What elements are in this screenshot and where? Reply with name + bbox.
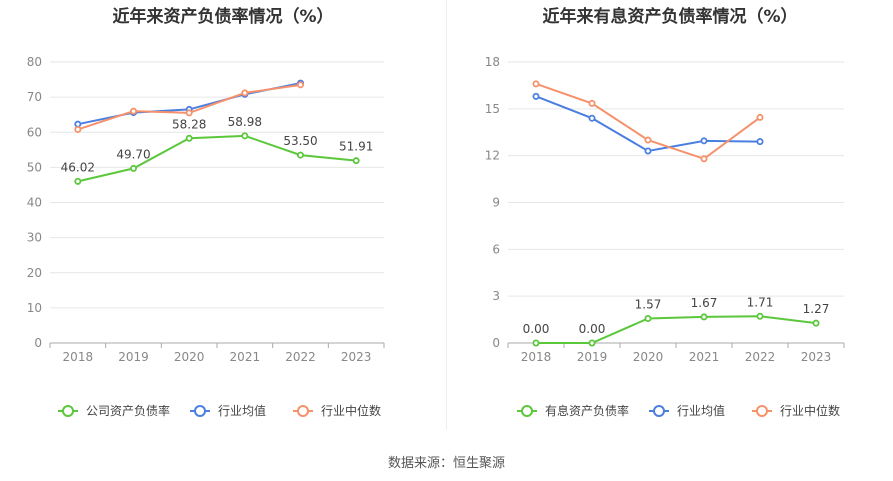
y-tick-label: 70 xyxy=(27,90,42,104)
data-point xyxy=(644,314,652,322)
data-label: 1.57 xyxy=(635,297,662,311)
data-label: 58.98 xyxy=(228,115,262,129)
data-point xyxy=(588,339,596,347)
y-tick-label: 80 xyxy=(27,55,42,69)
legend-label: 行业均值 xyxy=(677,403,725,418)
data-point xyxy=(185,134,193,142)
data-point xyxy=(129,164,137,172)
data-point xyxy=(241,89,249,97)
x-tick-label: 2023 xyxy=(801,350,832,364)
legend-marker xyxy=(194,405,206,417)
legend-label: 行业中位数 xyxy=(321,403,381,418)
y-tick-label: 30 xyxy=(27,231,42,245)
y-tick-label: 20 xyxy=(27,266,42,280)
data-point xyxy=(812,319,820,327)
data-point xyxy=(700,155,708,163)
data-point xyxy=(532,80,540,88)
legend-marker xyxy=(521,405,533,417)
data-label: 1.67 xyxy=(691,296,718,310)
data-point xyxy=(352,157,360,165)
x-tick-label: 2020 xyxy=(633,350,664,364)
data-label: 1.71 xyxy=(747,295,774,309)
data-label: 51.91 xyxy=(339,140,373,154)
data-point xyxy=(756,312,764,320)
data-point xyxy=(296,81,304,89)
data-label: 53.50 xyxy=(283,134,317,148)
chart-title: 近年来资产负债率情况（%） xyxy=(112,7,334,27)
data-point xyxy=(241,132,249,140)
chart-title: 近年来有息资产负债率情况（%） xyxy=(542,7,798,27)
y-tick-label: 60 xyxy=(27,125,42,139)
legend-marker xyxy=(62,405,74,417)
data-point xyxy=(700,137,708,145)
legend-label: 行业均值 xyxy=(218,403,266,418)
x-tick-label: 2022 xyxy=(285,350,316,364)
data-point xyxy=(644,136,652,144)
data-label: 1.27 xyxy=(803,302,830,316)
legend-label: 公司资产负债率 xyxy=(86,403,170,418)
data-point xyxy=(185,109,193,117)
x-tick-label: 2018 xyxy=(521,350,552,364)
data-point xyxy=(296,151,304,159)
data-point xyxy=(74,125,82,133)
y-tick-label: 40 xyxy=(27,196,42,210)
x-tick-label: 2019 xyxy=(577,350,608,364)
data-label: 49.70 xyxy=(116,147,150,161)
data-label: 46.02 xyxy=(61,160,95,174)
data-label: 0.00 xyxy=(523,322,550,336)
x-tick-label: 2019 xyxy=(118,350,149,364)
data-point xyxy=(129,107,137,115)
y-tick-label: 15 xyxy=(485,102,500,116)
legend-marker xyxy=(756,405,768,417)
data-point xyxy=(644,147,652,155)
right-line-chart: 0 3 6 9 12 15 18 2018 2019 2020 2021 2022 2023 0.00 0.… xyxy=(485,55,845,418)
data-label: 0.00 xyxy=(579,322,606,336)
x-tick-label: 2021 xyxy=(230,350,261,364)
y-tick-label: 10 xyxy=(27,301,42,315)
data-point xyxy=(532,339,540,347)
x-tick-label: 2023 xyxy=(341,350,372,364)
data-point xyxy=(588,99,596,107)
y-tick-label: 50 xyxy=(27,160,42,174)
panel-divider xyxy=(446,0,447,430)
legend-label: 行业中位数 xyxy=(780,403,840,418)
x-tick-label: 2020 xyxy=(174,350,205,364)
data-source-note: 数据来源：恒生聚源 xyxy=(387,456,505,471)
series-line xyxy=(77,134,357,183)
data-point xyxy=(74,177,82,185)
y-tick-label: 18 xyxy=(485,55,500,69)
y-tick-label: 12 xyxy=(485,149,500,163)
data-point xyxy=(756,113,764,121)
y-tick-label: 0 xyxy=(34,336,42,350)
data-label: 58.28 xyxy=(172,117,206,131)
legend-label: 有息资产负债率 xyxy=(545,403,629,418)
data-point xyxy=(756,138,764,146)
right-chart-panel: 近年来有息资产负债率情况（%） 0 3 6 9 12 15 18 2018 2019 2020 20… xyxy=(447,0,893,440)
data-point xyxy=(588,114,596,122)
y-tick-label: 3 xyxy=(492,289,500,303)
legend-marker xyxy=(297,405,309,417)
y-tick-label: 9 xyxy=(492,196,500,210)
legend-marker xyxy=(653,405,665,417)
x-tick-label: 2022 xyxy=(745,350,776,364)
y-tick-label: 0 xyxy=(492,336,500,350)
x-tick-label: 2018 xyxy=(63,350,94,364)
left-chart-panel: 近年来资产负债率情况（%） 0 10 20 30 40 50 60 70 80 2018 2019 2… xyxy=(0,0,446,440)
data-point xyxy=(532,92,540,100)
data-point xyxy=(700,313,708,321)
y-tick-label: 6 xyxy=(492,242,500,256)
series-line xyxy=(536,315,817,344)
x-tick-label: 2021 xyxy=(689,350,720,364)
left-line-chart: 0 10 20 30 40 50 60 70 80 2018 2019 2020 2021 2022 202… xyxy=(27,55,385,418)
